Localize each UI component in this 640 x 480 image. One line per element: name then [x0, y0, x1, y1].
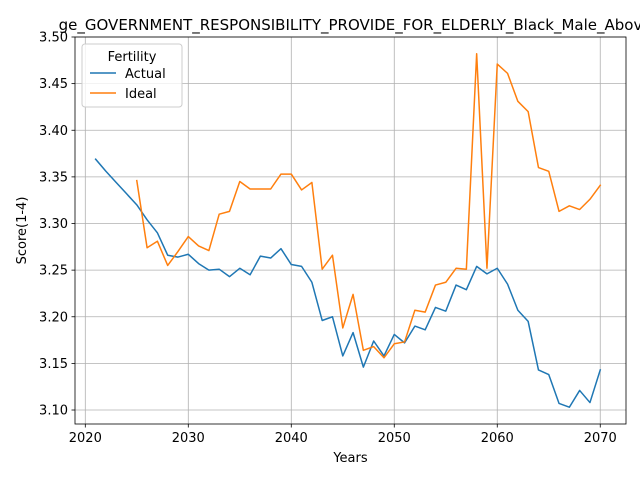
x-axis-label: Years [332, 451, 368, 466]
legend-label-actual: Actual [125, 67, 166, 82]
x-tick-label: 2060 [481, 431, 514, 446]
y-tick-label: 3.45 [39, 77, 68, 92]
y-tick-label: 3.50 [39, 31, 68, 46]
series-line-actual [94, 158, 602, 408]
x-tick-label: 2030 [172, 431, 205, 446]
y-tick-label: 3.25 [39, 264, 68, 279]
legend-title: Fertility [108, 50, 157, 65]
y-tick-label: 3.30 [39, 217, 68, 232]
x-tick-label: 2020 [69, 431, 102, 446]
y-tick-label: 3.20 [39, 310, 68, 325]
y-tick-label: 3.35 [39, 170, 68, 185]
series-line-ideal [135, 53, 602, 359]
chart-title: ge_GOVERNMENT_RESPONSIBILITY_PROVIDE_FOR… [59, 16, 640, 35]
x-tick-label: 2040 [275, 431, 308, 446]
axis-ticks: 2020 2030 2040 2050 2060 2070 3.10 3.15 3.20 3.25… [39, 31, 617, 447]
x-tick-label: 2050 [378, 431, 411, 446]
y-tick-label: 3.15 [39, 357, 68, 372]
y-tick-label: 3.10 [39, 404, 68, 419]
plot-frame [74, 36, 627, 425]
legend: Fertility Actual Ideal [81, 43, 183, 108]
legend-label-ideal: Ideal [125, 87, 157, 102]
x-tick-label: 2070 [584, 431, 617, 446]
series-lines [94, 53, 602, 408]
y-tick-label: 3.40 [39, 124, 68, 139]
y-axis-label: Score(1-4) [15, 197, 30, 265]
legend-box [81, 43, 183, 108]
